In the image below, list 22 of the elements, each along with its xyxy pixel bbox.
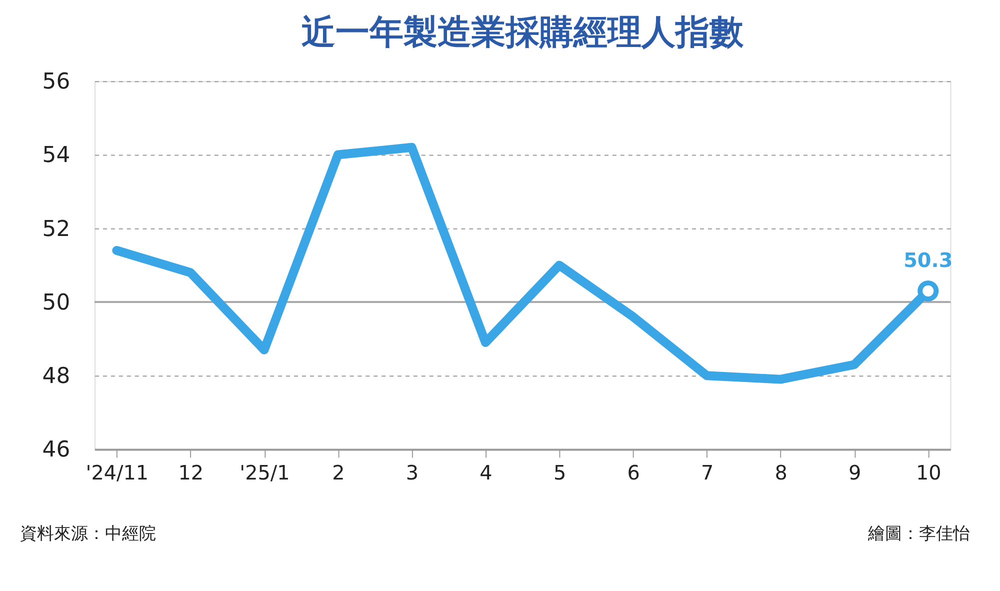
x-tick-label: 2 xyxy=(332,462,345,485)
data-label: 50.3 xyxy=(904,249,953,272)
x-tick-label: 9 xyxy=(848,462,862,485)
x-tick-label: 3 xyxy=(406,462,419,485)
x-tick-label: 10 xyxy=(916,462,942,485)
y-tick-label: 50 xyxy=(42,290,70,316)
x-tick-label: '25/1 xyxy=(240,462,290,485)
x-tick-label: 12 xyxy=(178,462,204,485)
x-tick-label: 4 xyxy=(480,462,492,485)
x-tick-label: 8 xyxy=(774,462,788,485)
y-tick-label: 56 xyxy=(42,70,70,95)
y-tick-label: 48 xyxy=(42,364,70,390)
x-tick-label: 5 xyxy=(553,462,566,485)
x-tick-label: 6 xyxy=(627,462,640,485)
text: 繪圖：李佳怡 xyxy=(867,522,970,543)
y-tick-label: 52 xyxy=(42,216,70,242)
x-tick-label: '24/11 xyxy=(86,462,149,485)
y-tick-label: 54 xyxy=(42,143,70,168)
x-tick-label: 7 xyxy=(700,462,714,485)
source-note: 資料來源：中經院 xyxy=(20,522,156,543)
chart-title: 近一年製造業採購經理人指數 xyxy=(301,12,744,52)
y-tick-label: 46 xyxy=(42,438,70,463)
